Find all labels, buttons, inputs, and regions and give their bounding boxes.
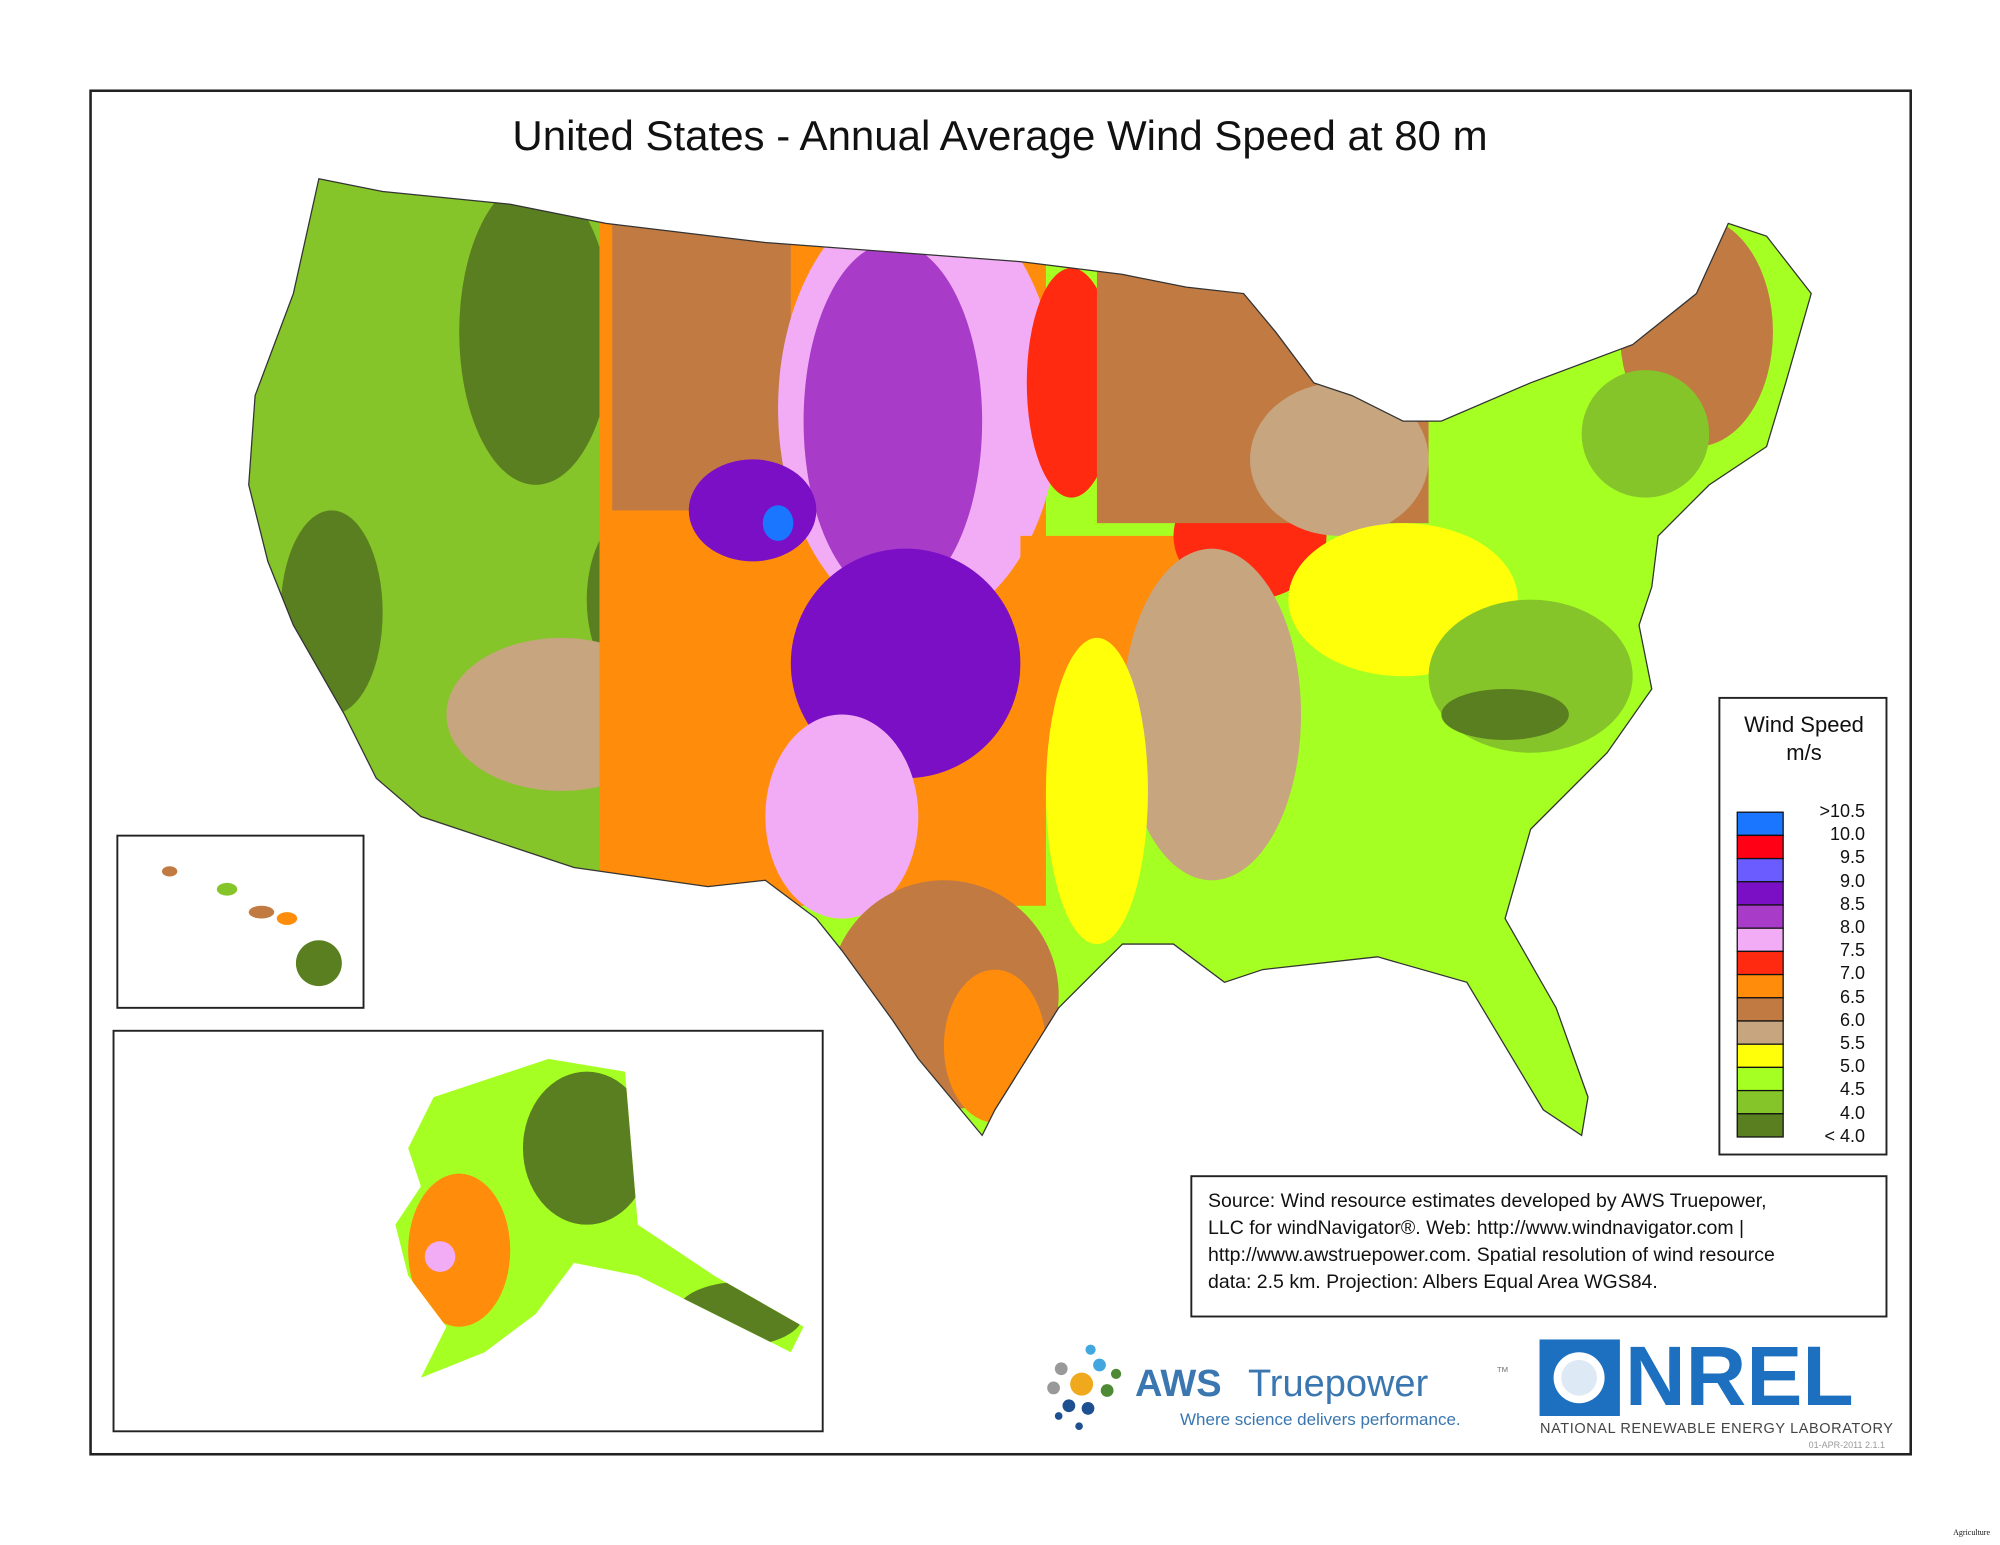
source-line: Source: Wind resource estimates develope… (1208, 1190, 1767, 1212)
legend-label: >10.5 (1819, 801, 1865, 821)
legend-swatch (1736, 1113, 1784, 1138)
nrel-sun-icon (1539, 1339, 1620, 1416)
conus-outline (248, 178, 1812, 1137)
legend-label: 5.0 (1839, 1056, 1865, 1077)
legend-label: 6.0 (1839, 1009, 1865, 1030)
legend-label: 8.5 (1839, 893, 1865, 914)
legend-swatch (1736, 1066, 1784, 1092)
legend-swatch (1736, 927, 1784, 953)
aws-tagline: Where science delivers performance. (1180, 1410, 1461, 1429)
legend-label: 10.0 (1829, 824, 1865, 845)
alaska-inset (112, 1029, 824, 1433)
hawaii-inset (116, 834, 365, 1009)
legend-label: 7.0 (1839, 963, 1865, 984)
source-box (1190, 1175, 1888, 1318)
legend-swatches (1736, 811, 1784, 1138)
legend-label: 4.0 (1839, 1102, 1865, 1123)
legend-swatch (1736, 950, 1784, 976)
legend-label: 9.0 (1839, 870, 1865, 891)
aws-dots-icon (1047, 1344, 1122, 1431)
version-date: 01-APR-2011 2.1.1 (1808, 1440, 1885, 1450)
legend-label: 6.5 (1839, 986, 1865, 1007)
truepower-name: Truepower (1248, 1363, 1429, 1405)
legend-label: 8.0 (1839, 917, 1865, 937)
legend-swatch (1736, 811, 1784, 837)
nrel-name: NREL (1625, 1329, 1854, 1423)
legend-swatch (1736, 1089, 1784, 1115)
aws-tm: ™ (1496, 1364, 1509, 1379)
legend-swatch (1736, 997, 1784, 1022)
source-line: LLC for windNavigator®. Web: http://www.… (1208, 1217, 1745, 1239)
legend-swatch (1736, 834, 1784, 860)
legend-swatch (1736, 881, 1784, 906)
legend-title: Wind Speed (1744, 712, 1864, 737)
legend-swatch (1736, 1043, 1784, 1069)
legend-label-bottom: < 4.0 (1824, 1125, 1865, 1146)
legend-label: 9.5 (1839, 847, 1865, 868)
legend-label: 4.5 (1839, 1079, 1865, 1100)
source-line: http://www.awstruepower.com. Spatial res… (1208, 1244, 1775, 1266)
map-title: United States - Annual Average Wind Spee… (512, 112, 1488, 159)
legend-label: 5.5 (1839, 1033, 1865, 1053)
source-line: data: 2.5 km. Projection: Albers Equal A… (1208, 1271, 1658, 1293)
legend-swatch (1736, 904, 1784, 929)
legend-units: m/s (1786, 740, 1822, 765)
aws-name: AWS (1135, 1363, 1222, 1405)
legend-swatch (1736, 857, 1784, 883)
legend-swatch (1736, 1020, 1784, 1045)
nrel-fullname: NATIONAL RENEWABLE ENERGY LABORATORY (1540, 1421, 1894, 1437)
footer-tag: Agriculture (1953, 1528, 1990, 1537)
legend-label: 7.5 (1839, 940, 1865, 961)
legend-swatch (1736, 973, 1784, 999)
